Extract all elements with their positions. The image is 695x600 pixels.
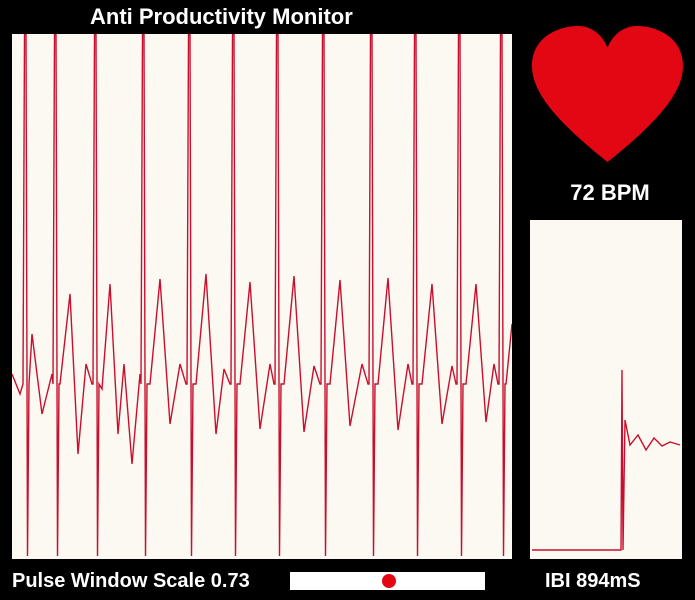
bpm-readout: 72 BPM [555,180,665,206]
ibi-waveform [530,220,682,559]
app-title: Anti Productivity Monitor [90,4,353,30]
pulse-waveform-panel [12,34,512,559]
ibi-waveform-panel [530,220,682,559]
pulse-waveform [12,34,512,559]
slider-knob[interactable] [382,574,396,588]
pulse-window-scale-label: Pulse Window Scale 0.73 [12,570,250,593]
heart-icon [530,24,685,164]
scale-slider[interactable] [290,572,485,590]
ibi-readout: IBI 894mS [545,570,641,593]
